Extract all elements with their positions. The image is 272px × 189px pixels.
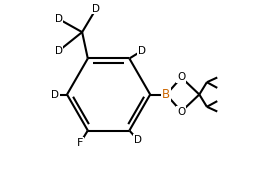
Text: O: O bbox=[177, 73, 186, 82]
Text: D: D bbox=[54, 46, 63, 56]
Text: D: D bbox=[51, 90, 59, 99]
Text: D: D bbox=[134, 135, 142, 145]
Text: D: D bbox=[54, 14, 63, 24]
Text: B: B bbox=[162, 88, 170, 101]
Text: D: D bbox=[138, 46, 146, 56]
Text: O: O bbox=[177, 107, 186, 116]
Text: F: F bbox=[77, 138, 84, 148]
Text: D: D bbox=[92, 4, 100, 13]
